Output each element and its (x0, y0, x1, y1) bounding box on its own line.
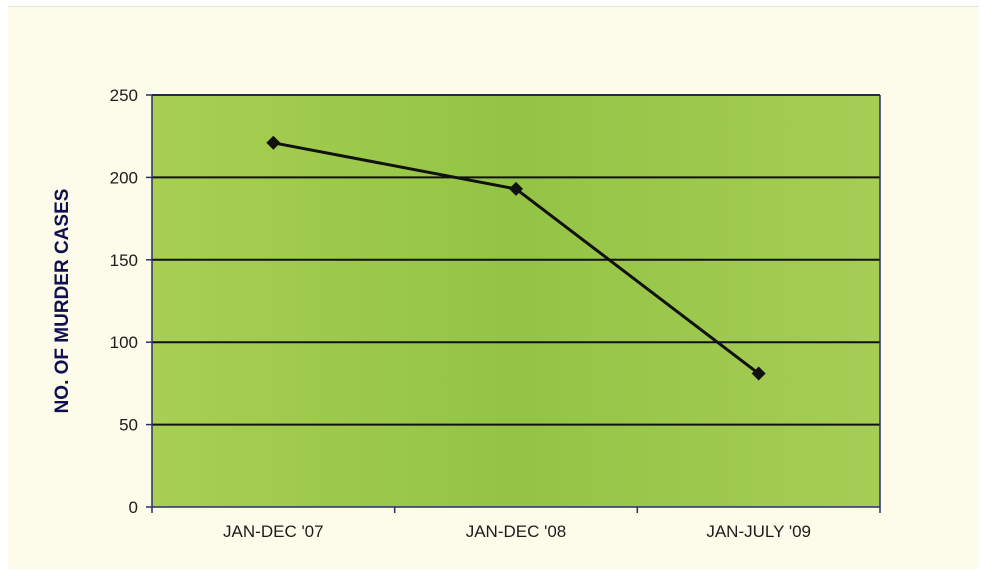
x-tick-label: JAN-JULY '09 (706, 522, 811, 541)
data-point (751, 366, 766, 381)
y-tick-label: 200 (110, 168, 138, 187)
y-axis-label: NO. OF MURDER CASES (52, 189, 73, 414)
y-tick-label: 0 (129, 498, 138, 517)
x-tick-label: JAN-DEC '08 (466, 522, 567, 541)
y-tick-label: 50 (119, 416, 138, 435)
data-point (266, 135, 281, 150)
x-tick-label: JAN-DEC '07 (223, 522, 324, 541)
data-point (509, 181, 523, 196)
y-tick-label: 100 (110, 333, 138, 352)
y-tick-label: 150 (110, 251, 138, 270)
y-tick-label: 250 (110, 86, 138, 105)
plot-area (152, 95, 880, 507)
